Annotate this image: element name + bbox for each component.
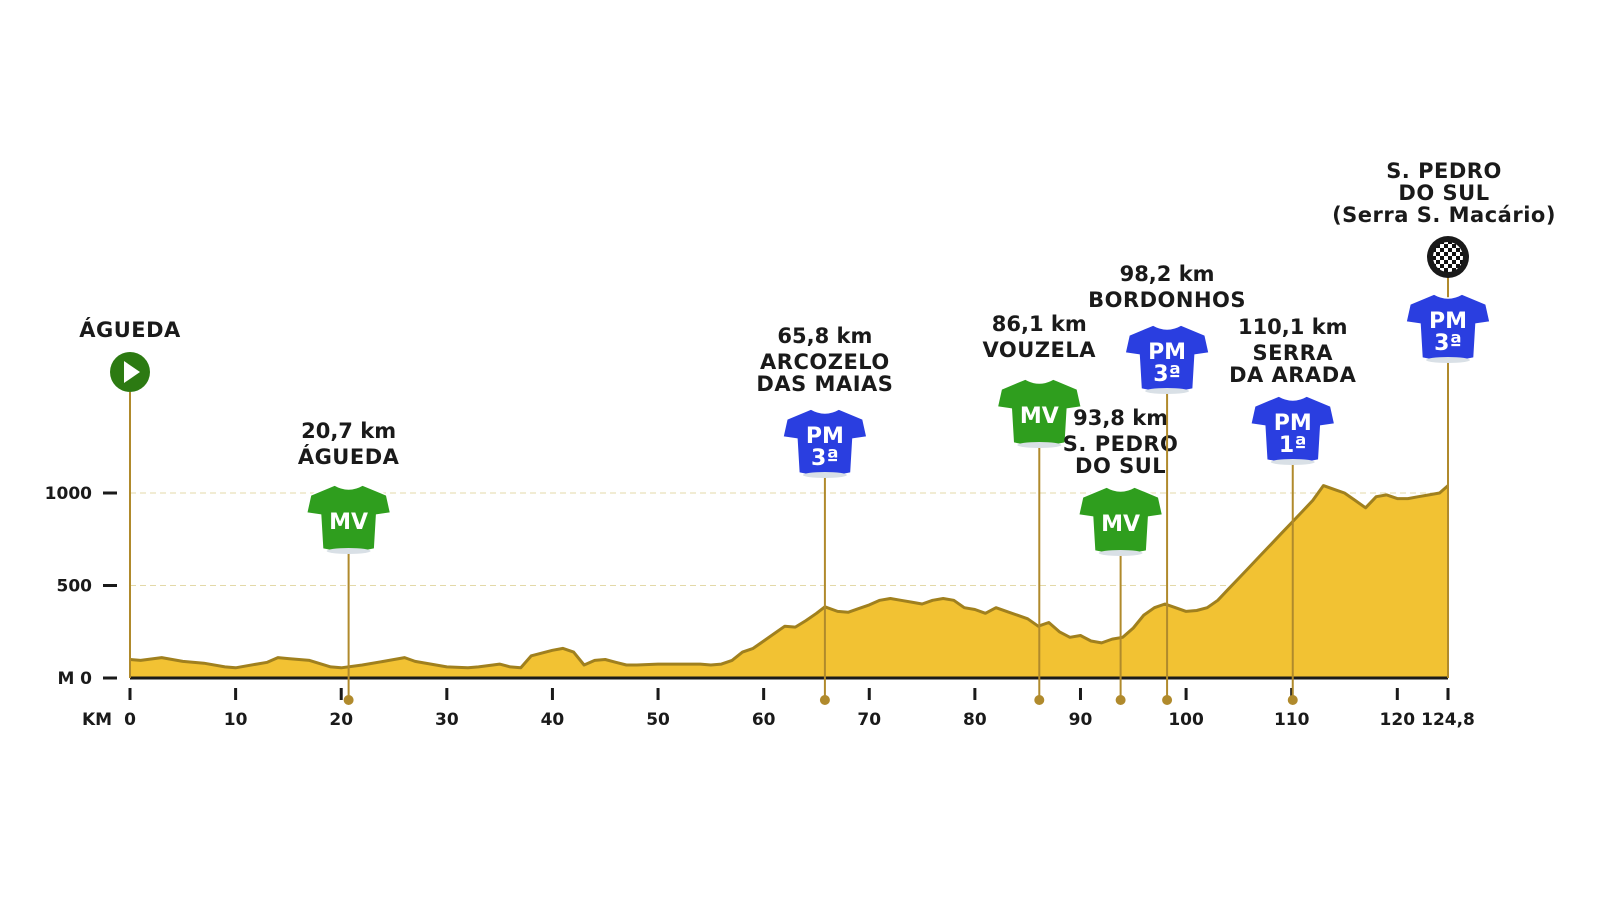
jersey-type-label: PM bbox=[1274, 411, 1312, 436]
jersey-body bbox=[996, 378, 1083, 447]
point-km-label: 110,1 km bbox=[1238, 315, 1348, 339]
marker-dot bbox=[1034, 695, 1045, 705]
jersey-grade-label: 1ª bbox=[1279, 433, 1307, 458]
marker-dot bbox=[1115, 695, 1126, 705]
axes: 0 10 20 30 40 50 60 70 80 90 100 110 120 124,8 KM 0 500 1… bbox=[45, 484, 1475, 730]
jersey-body bbox=[1124, 324, 1210, 393]
jersey-body bbox=[1249, 395, 1336, 464]
elevation-profile bbox=[129, 484, 1449, 678]
play-icon bbox=[124, 361, 140, 383]
jersey-grade-label: 3ª bbox=[1434, 331, 1462, 356]
x-tick-label: 20 bbox=[329, 710, 353, 730]
finish-name-line: (Serra S. Macário) bbox=[1332, 203, 1556, 227]
jersey-type-label: PM bbox=[1429, 309, 1467, 334]
jersey-type-label: PM bbox=[806, 424, 844, 449]
point-km-label: 93,8 km bbox=[1073, 406, 1168, 430]
point-name-line: ARCOZELO bbox=[760, 350, 890, 374]
jersey-hem bbox=[1426, 357, 1470, 363]
jersey-type-label: MV bbox=[1020, 404, 1059, 429]
y-tick-label: 500 bbox=[57, 577, 93, 597]
point-name-line: S. PEDRO bbox=[1063, 432, 1179, 456]
x-tick-label: 10 bbox=[224, 710, 248, 730]
x-tick-label: 120 bbox=[1380, 710, 1416, 730]
point-km-label: 20,7 km bbox=[301, 419, 396, 443]
start-name: ÁGUEDA bbox=[79, 317, 181, 342]
jersey-grade-label: 3ª bbox=[1153, 362, 1181, 387]
marker-dot bbox=[343, 695, 354, 705]
jersey-hem bbox=[1098, 550, 1143, 556]
x-tick-label: 100 bbox=[1168, 710, 1204, 730]
point-km-label: 65,8 km bbox=[777, 324, 872, 348]
finish-name-line: DO SUL bbox=[1398, 181, 1489, 205]
jersey-type-label: MV bbox=[329, 510, 368, 535]
jersey-type-label: PM bbox=[1148, 340, 1186, 365]
jersey-hem bbox=[802, 472, 847, 478]
point-km-label: 98,2 km bbox=[1120, 262, 1215, 286]
x-tick-label: 110 bbox=[1274, 710, 1310, 730]
x-tick-label: 50 bbox=[646, 710, 670, 730]
point-name-line: SERRA bbox=[1252, 341, 1333, 365]
jersey-hem bbox=[1270, 459, 1315, 465]
marker-dot bbox=[1287, 695, 1298, 705]
jersey-body bbox=[1077, 486, 1164, 555]
jersey-hem bbox=[1017, 442, 1062, 448]
x-tick-label: 70 bbox=[857, 710, 881, 730]
marker-dot bbox=[819, 695, 830, 705]
x-tick-label: 80 bbox=[963, 710, 987, 730]
jersey-body bbox=[305, 484, 392, 553]
y-axis-label: M bbox=[58, 669, 75, 689]
jersey-grade-label: 3ª bbox=[811, 446, 839, 471]
x-tick-label: 90 bbox=[1069, 710, 1093, 730]
x-tick-label: 60 bbox=[752, 710, 776, 730]
point-km-label: 86,1 km bbox=[992, 312, 1087, 336]
point-name-line: DO SUL bbox=[1075, 454, 1166, 478]
x-axis-label: KM bbox=[82, 710, 112, 730]
x-tick-label: 124,8 bbox=[1421, 710, 1475, 730]
y-tick-label: 0 bbox=[80, 669, 92, 689]
x-tick-label: 0 bbox=[124, 710, 136, 730]
point-name-line: ÁGUEDA bbox=[298, 444, 400, 469]
marker-dot bbox=[1162, 695, 1173, 705]
profile-area bbox=[130, 485, 1448, 678]
profile-line bbox=[129, 484, 1449, 670]
finish-name-line: S. PEDRO bbox=[1386, 159, 1502, 183]
point-name-line: DA ARADA bbox=[1229, 363, 1357, 387]
jersey-body bbox=[1405, 293, 1491, 362]
jersey-hem bbox=[1145, 388, 1190, 394]
point-name-line: BORDONHOS bbox=[1088, 288, 1246, 312]
jersey-hem bbox=[326, 548, 371, 554]
y-tick-label: 1000 bbox=[45, 484, 92, 504]
sprint-jersey-icon: MV bbox=[996, 378, 1083, 448]
jersey-type-label: MV bbox=[1101, 512, 1140, 537]
checkered-flag-icon bbox=[1433, 242, 1463, 272]
point-name-line: DAS MAIAS bbox=[756, 372, 893, 396]
sprint-jersey-icon: MV bbox=[305, 484, 392, 554]
jersey-body bbox=[781, 408, 868, 477]
x-tick-label: 40 bbox=[541, 710, 565, 730]
x-tick-label: 30 bbox=[435, 710, 459, 730]
point-name-line: VOUZELA bbox=[983, 338, 1097, 362]
sprint-jersey-icon: MV bbox=[1077, 486, 1164, 556]
